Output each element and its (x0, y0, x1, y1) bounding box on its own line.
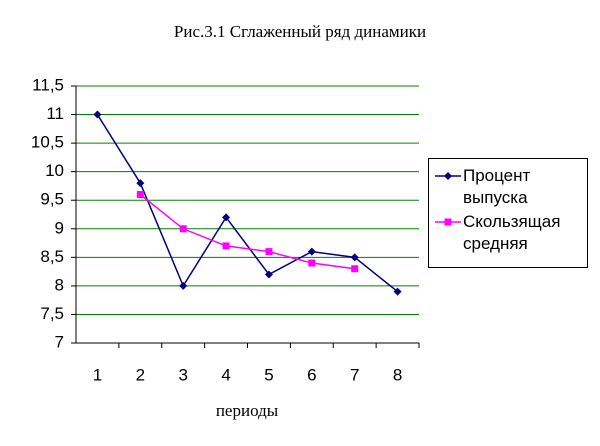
legend-marker (444, 218, 452, 226)
chart-title: Рис.3.1 Сглаженный ряд динамики (174, 22, 426, 41)
y-tick-label: 9 (55, 218, 64, 237)
y-tick-label: 8 (55, 275, 64, 294)
data-point (136, 179, 145, 188)
data-point (264, 270, 273, 279)
series-line (139, 193, 355, 270)
x-tick-label: 5 (264, 365, 273, 384)
data-point (351, 265, 359, 273)
data-point (393, 287, 402, 296)
data-point (222, 213, 231, 222)
x-tick-label: 2 (136, 365, 145, 384)
x-tick-label: 3 (178, 365, 187, 384)
data-point (350, 253, 359, 262)
legend-label: Скользящая средняя (463, 212, 561, 253)
y-tick-label: 8,5 (40, 247, 64, 266)
y-tick-label: 7,5 (40, 304, 64, 323)
data-point (222, 242, 230, 250)
data-point (93, 110, 102, 119)
y-tick-label: 10 (45, 161, 64, 180)
data-point (179, 281, 188, 290)
x-tick-label: 4 (221, 365, 230, 384)
y-tick-label: 7 (55, 332, 64, 351)
series-line (96, 114, 399, 293)
data-point (179, 225, 187, 233)
data-point (308, 259, 316, 267)
data-point (136, 191, 144, 199)
y-tick-label: 10,5 (31, 133, 64, 152)
legend-entry: Процент выпуска (433, 165, 583, 209)
x-tick-label: 8 (393, 365, 402, 384)
x-tick-label: 7 (350, 365, 359, 384)
legend-icon (435, 218, 461, 226)
x-tick-label: 1 (93, 365, 102, 384)
legend-marker (444, 172, 452, 180)
y-tick-label: 9,5 (40, 190, 64, 209)
legend-icon (435, 172, 461, 180)
data-point (307, 247, 316, 256)
y-tick-label: 11,5 (32, 75, 64, 94)
legend-label: Процент выпуска (463, 166, 531, 207)
legend: Процент выпуска Скользящая средняя (428, 158, 588, 268)
x-tick-label: 6 (307, 365, 316, 384)
x-axis-label: периоды (216, 401, 279, 420)
legend-entry: Скользящая средняя (433, 211, 583, 255)
data-point (265, 248, 273, 256)
y-tick-label: 11 (46, 104, 64, 123)
